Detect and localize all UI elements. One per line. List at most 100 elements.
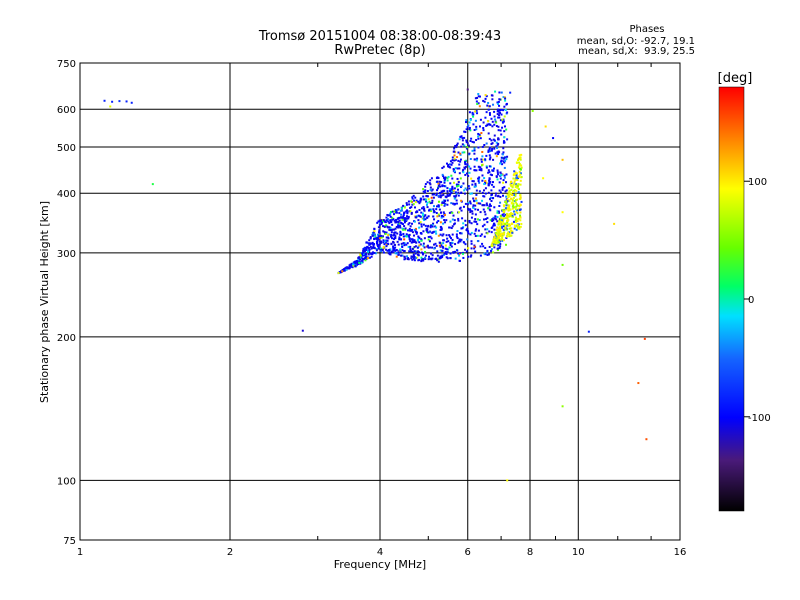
cloud-point [388, 228, 391, 231]
cloud-point [479, 118, 482, 121]
cloud-point [411, 231, 414, 234]
cloud-point [483, 177, 486, 180]
cloud-point [460, 238, 463, 241]
cloud-point [371, 253, 374, 256]
cloud-point [495, 240, 498, 243]
cloud-point [510, 215, 513, 218]
cloud-point [444, 247, 447, 250]
scatter-point [552, 137, 555, 140]
cloud-point [472, 206, 475, 209]
cloud-point [391, 210, 394, 213]
cloud-point [514, 178, 517, 181]
cloud-point [453, 154, 456, 157]
cloud-point [368, 256, 371, 259]
cloud-point [435, 226, 438, 229]
cloud-point [463, 189, 466, 192]
cloud-point [465, 121, 468, 124]
cloud-point [499, 228, 502, 231]
cloud-point [481, 199, 484, 202]
cloud-point [502, 120, 505, 123]
cloud-point [488, 150, 491, 153]
cloud-point [407, 245, 410, 248]
cloud-point [459, 152, 462, 155]
cloud-point [412, 253, 415, 256]
cloud-point [414, 201, 417, 204]
cloud-point [511, 207, 514, 210]
cloud-point [462, 171, 465, 174]
cloud-point [405, 233, 408, 236]
colorbar-label: [deg] [718, 71, 753, 86]
cloud-point [501, 235, 504, 238]
cloud-point [472, 180, 475, 183]
cloud-point [483, 204, 486, 207]
cloud-point [447, 164, 450, 167]
cloud-point [490, 149, 493, 152]
cloud-point [418, 215, 421, 218]
cloud-point [420, 198, 423, 201]
cloud-point [370, 247, 373, 250]
cloud-point [519, 214, 522, 217]
cloud-point [466, 203, 469, 206]
cloud-point [484, 158, 487, 161]
cloud-point [513, 180, 516, 183]
cloud-point [498, 219, 501, 222]
cloud-point [487, 108, 490, 111]
cloud-point [453, 150, 456, 153]
cloud-point [475, 128, 478, 131]
cloud-point [504, 223, 507, 226]
cloud-point [482, 195, 485, 198]
cloud-point [403, 211, 406, 214]
cloud-point [410, 211, 413, 214]
cloud-point [503, 130, 506, 133]
cloud-point [519, 173, 522, 176]
cloud-point [423, 246, 426, 249]
cloud-point [481, 242, 484, 245]
cloud-point [496, 232, 499, 235]
cloud-point [413, 256, 416, 259]
cloud-point [389, 212, 392, 215]
cloud-point [488, 198, 491, 201]
cloud-point [387, 237, 390, 240]
cloud-point [430, 210, 433, 213]
cloud-point [362, 248, 365, 251]
cloud-point [502, 96, 505, 99]
cloud-point [500, 173, 503, 176]
cloud-point [388, 249, 391, 252]
cloud-point [386, 225, 389, 228]
cloud-point [520, 176, 523, 179]
cloud-point [413, 234, 416, 237]
cloud-point [458, 238, 461, 241]
cloud-point [446, 251, 449, 254]
cloud-point [374, 233, 377, 236]
cloud-point [425, 230, 428, 233]
cloud-point [370, 255, 373, 258]
cloud-point [393, 243, 396, 246]
cloud-point [486, 120, 489, 123]
cloud-point [498, 211, 501, 214]
cloud-point [496, 169, 499, 172]
cloud-point [445, 219, 448, 222]
cloud-point [460, 199, 463, 202]
cloud-point [512, 204, 515, 207]
cloud-point [438, 257, 441, 260]
cloud-point [481, 174, 484, 177]
cloud-point [367, 253, 370, 256]
cloud-point [449, 189, 452, 192]
cloud-point [413, 239, 416, 242]
cloud-point [501, 194, 504, 197]
cloud-point [515, 209, 518, 212]
scatter-point [509, 91, 512, 94]
cloud-point [393, 219, 396, 222]
cloud-point [431, 225, 434, 228]
cloud-point [484, 97, 487, 100]
cloud-point [510, 234, 513, 237]
cloud-point [494, 194, 497, 197]
cloud-point [464, 165, 467, 168]
cloud-point [499, 234, 502, 237]
cloud-point [432, 193, 435, 196]
cloud-point [499, 224, 502, 227]
cloud-point [380, 221, 383, 224]
cloud-point [406, 215, 409, 218]
cloud-point [454, 167, 457, 170]
